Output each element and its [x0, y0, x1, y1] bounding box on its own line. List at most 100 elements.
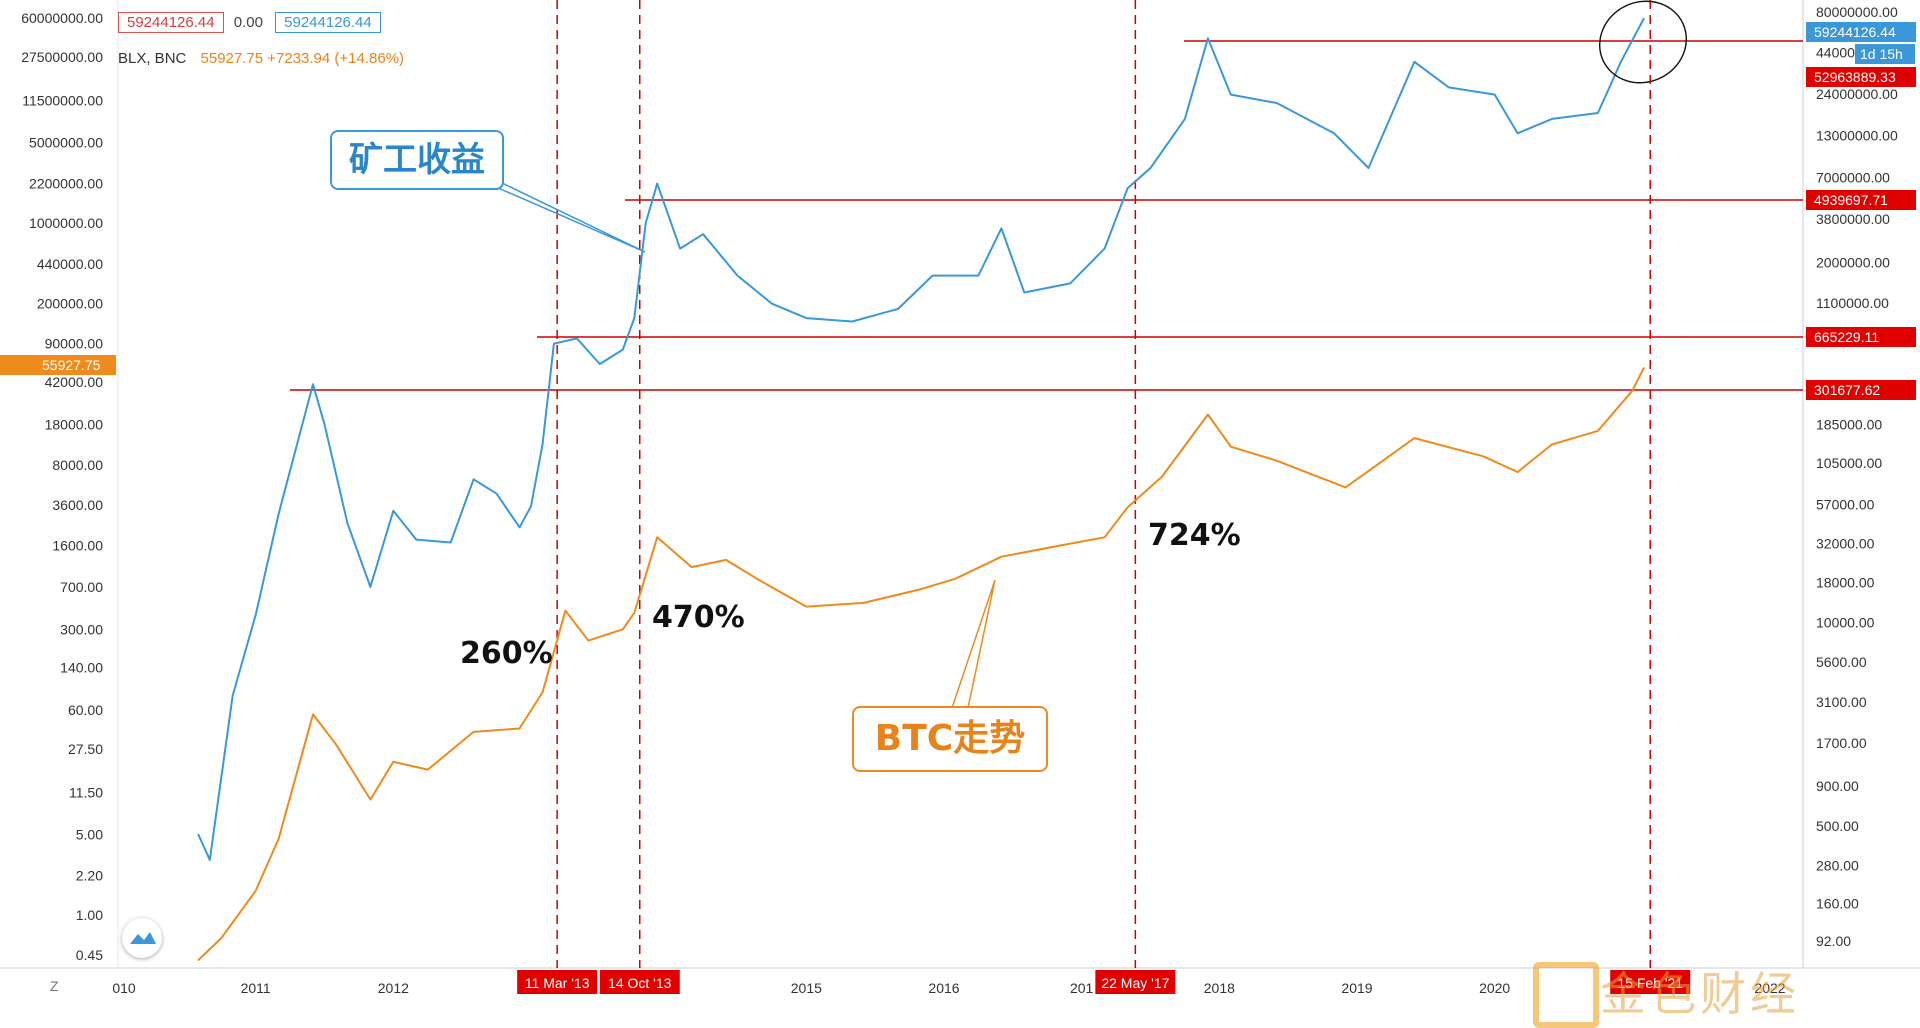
miner-revenue-line-point: [771, 302, 773, 305]
date-marker-tag-bg: [1095, 970, 1176, 994]
btc-price-line-point: [1000, 555, 1003, 558]
date-marker-label: 14 Oct '13: [608, 975, 672, 991]
btc-price-line-point: [1482, 455, 1484, 458]
miner-revenue-line-point: [1023, 291, 1026, 294]
right-tick-label: 5600.00: [1816, 654, 1867, 670]
left-tick-label: 1.00: [76, 907, 103, 923]
symbol-label[interactable]: BLX, BNC: [118, 50, 187, 67]
miner-revenue-line-point: [931, 274, 934, 277]
right-tick-label: 80000000.00: [1816, 4, 1898, 20]
zoom-button[interactable]: Z: [50, 978, 59, 994]
left-tick-label: 300.00: [60, 621, 103, 637]
miner-revenue-line-point: [1103, 247, 1106, 250]
countdown-tag: 1d 15h: [1860, 46, 1903, 62]
level-tag-label: 665229.11: [1814, 329, 1879, 345]
miner-revenue-line-point: [1000, 227, 1003, 230]
miner-revenue-line-point: [679, 247, 681, 250]
right-tick-label: 13000000.00: [1816, 127, 1898, 143]
watermark-text: 金色财经: [1600, 967, 1800, 1021]
right-tick-label: 1700.00: [1816, 735, 1867, 751]
btc-price-line-point: [564, 609, 567, 612]
miner-revenue-line-point: [1597, 112, 1599, 114]
miner-revenue-line-point: [1413, 61, 1416, 63]
btc-price-line-point: [1126, 506, 1129, 509]
right-tick-label: 160.00: [1816, 895, 1859, 911]
right-tick-label: 10000.00: [1816, 615, 1875, 631]
btc-price-line-point: [1551, 443, 1553, 446]
miner-revenue-line-point: [541, 443, 544, 446]
btc-price-line-point: [1643, 367, 1645, 369]
level-tag-bg: [1806, 380, 1916, 400]
btc-price-line-point: [1413, 437, 1416, 439]
right-tick-label: 7000000.00: [1816, 169, 1890, 185]
current-value-tag-bg: [1806, 22, 1916, 42]
miner-revenue-line-point: [553, 342, 555, 345]
left-tick-label: 5.00: [76, 826, 103, 842]
tradingview-logo-icon[interactable]: [122, 918, 162, 958]
btc-price-line-point: [1069, 542, 1071, 545]
miner-revenue-line-point: [1551, 118, 1553, 120]
x-tick-label: 201: [1070, 980, 1094, 996]
miner-revenue-line-point: [369, 586, 372, 588]
current-value-tag: 59244126.44: [1814, 24, 1896, 40]
red-level-tag: 52963889.33: [1814, 69, 1896, 85]
date-marker-label: 22 May '17: [1101, 975, 1169, 991]
watermark-logo-icon: [1533, 962, 1599, 1028]
miner-revenue-line-point: [1516, 132, 1519, 135]
btc-price-tag-bg: [0, 355, 116, 375]
symbol-row: BLX, BNC 55927.75 +7233.94 (+14.86%): [118, 50, 404, 67]
legend-value-blue: 59244126.44: [275, 12, 381, 33]
miner-revenue-line-point: [656, 182, 658, 185]
miner-revenue-line-point: [518, 526, 521, 529]
miner-revenue-line-point: [415, 538, 418, 541]
miner-revenue-line-point: [1367, 167, 1370, 169]
legend-row: 59244126.44 0.00 59244126.44: [118, 12, 387, 33]
miner-revenue-line-point: [346, 522, 349, 524]
level-tag-label: 301677.62: [1814, 382, 1880, 398]
right-tick-label: 2000000.00: [1816, 255, 1890, 271]
btc-price-line-point: [518, 727, 521, 730]
btc-price-line-point: [197, 959, 200, 961]
highlight-ellipse: [1598, 0, 1688, 84]
left-tick-label: 700.00: [60, 579, 103, 595]
miner-revenue-line-point: [300, 426, 303, 428]
miner-revenue-line-point: [254, 614, 257, 616]
right-tick-label: 3800000.00: [1816, 211, 1890, 227]
miner-revenue-line-point: [449, 541, 452, 544]
btc-price-line-point: [1597, 430, 1599, 432]
btc-price-line-point: [690, 566, 693, 568]
btc-price-line-point: [472, 731, 475, 733]
left-tick-label: 3600.00: [52, 497, 103, 513]
x-tick-label: 2011: [241, 980, 271, 996]
countdown-tag-bg: [1855, 44, 1915, 64]
btc-price-line-point: [587, 639, 590, 642]
left-tick-label: 11500000.00: [22, 93, 103, 109]
miner-revenue-line-point: [1184, 118, 1186, 120]
miner-revenue-line-point: [1126, 187, 1129, 190]
left-tick-label: 8000.00: [52, 457, 103, 473]
btc-price-line-point: [1344, 486, 1347, 489]
btc-price-line-point: [312, 713, 314, 716]
x-tick-label: 2012: [378, 980, 409, 996]
x-tick-label: 2020: [1479, 980, 1510, 996]
btc-price-line-point: [759, 580, 762, 582]
btc-price-line-point: [725, 559, 727, 561]
btc-price-line-point: [277, 838, 280, 840]
miner-revenue-line-point: [621, 348, 624, 351]
miner-revenue-line-point: [1333, 132, 1335, 135]
red-level-tag-bg: [1806, 67, 1916, 87]
left-tick-label: 60000000.00: [21, 10, 103, 26]
x-tick-label: 2019: [1341, 980, 1372, 996]
miner-revenue-line-point: [1149, 167, 1152, 169]
btc-price-line-point: [392, 760, 395, 763]
right-tick-label: 92.00: [1816, 933, 1851, 949]
miner-revenue-line-point: [323, 423, 326, 426]
btc-price-line-point: [920, 588, 922, 590]
miner-revenue-line-point: [1230, 93, 1232, 96]
right-tick-label: 185000.00: [1816, 416, 1882, 432]
left-tick-label: 60.00: [68, 702, 103, 718]
right-tick-label: 1100000.00: [1816, 295, 1889, 311]
x-tick-label: 2022: [1754, 980, 1785, 996]
miner-revenue-line-point: [897, 308, 899, 310]
